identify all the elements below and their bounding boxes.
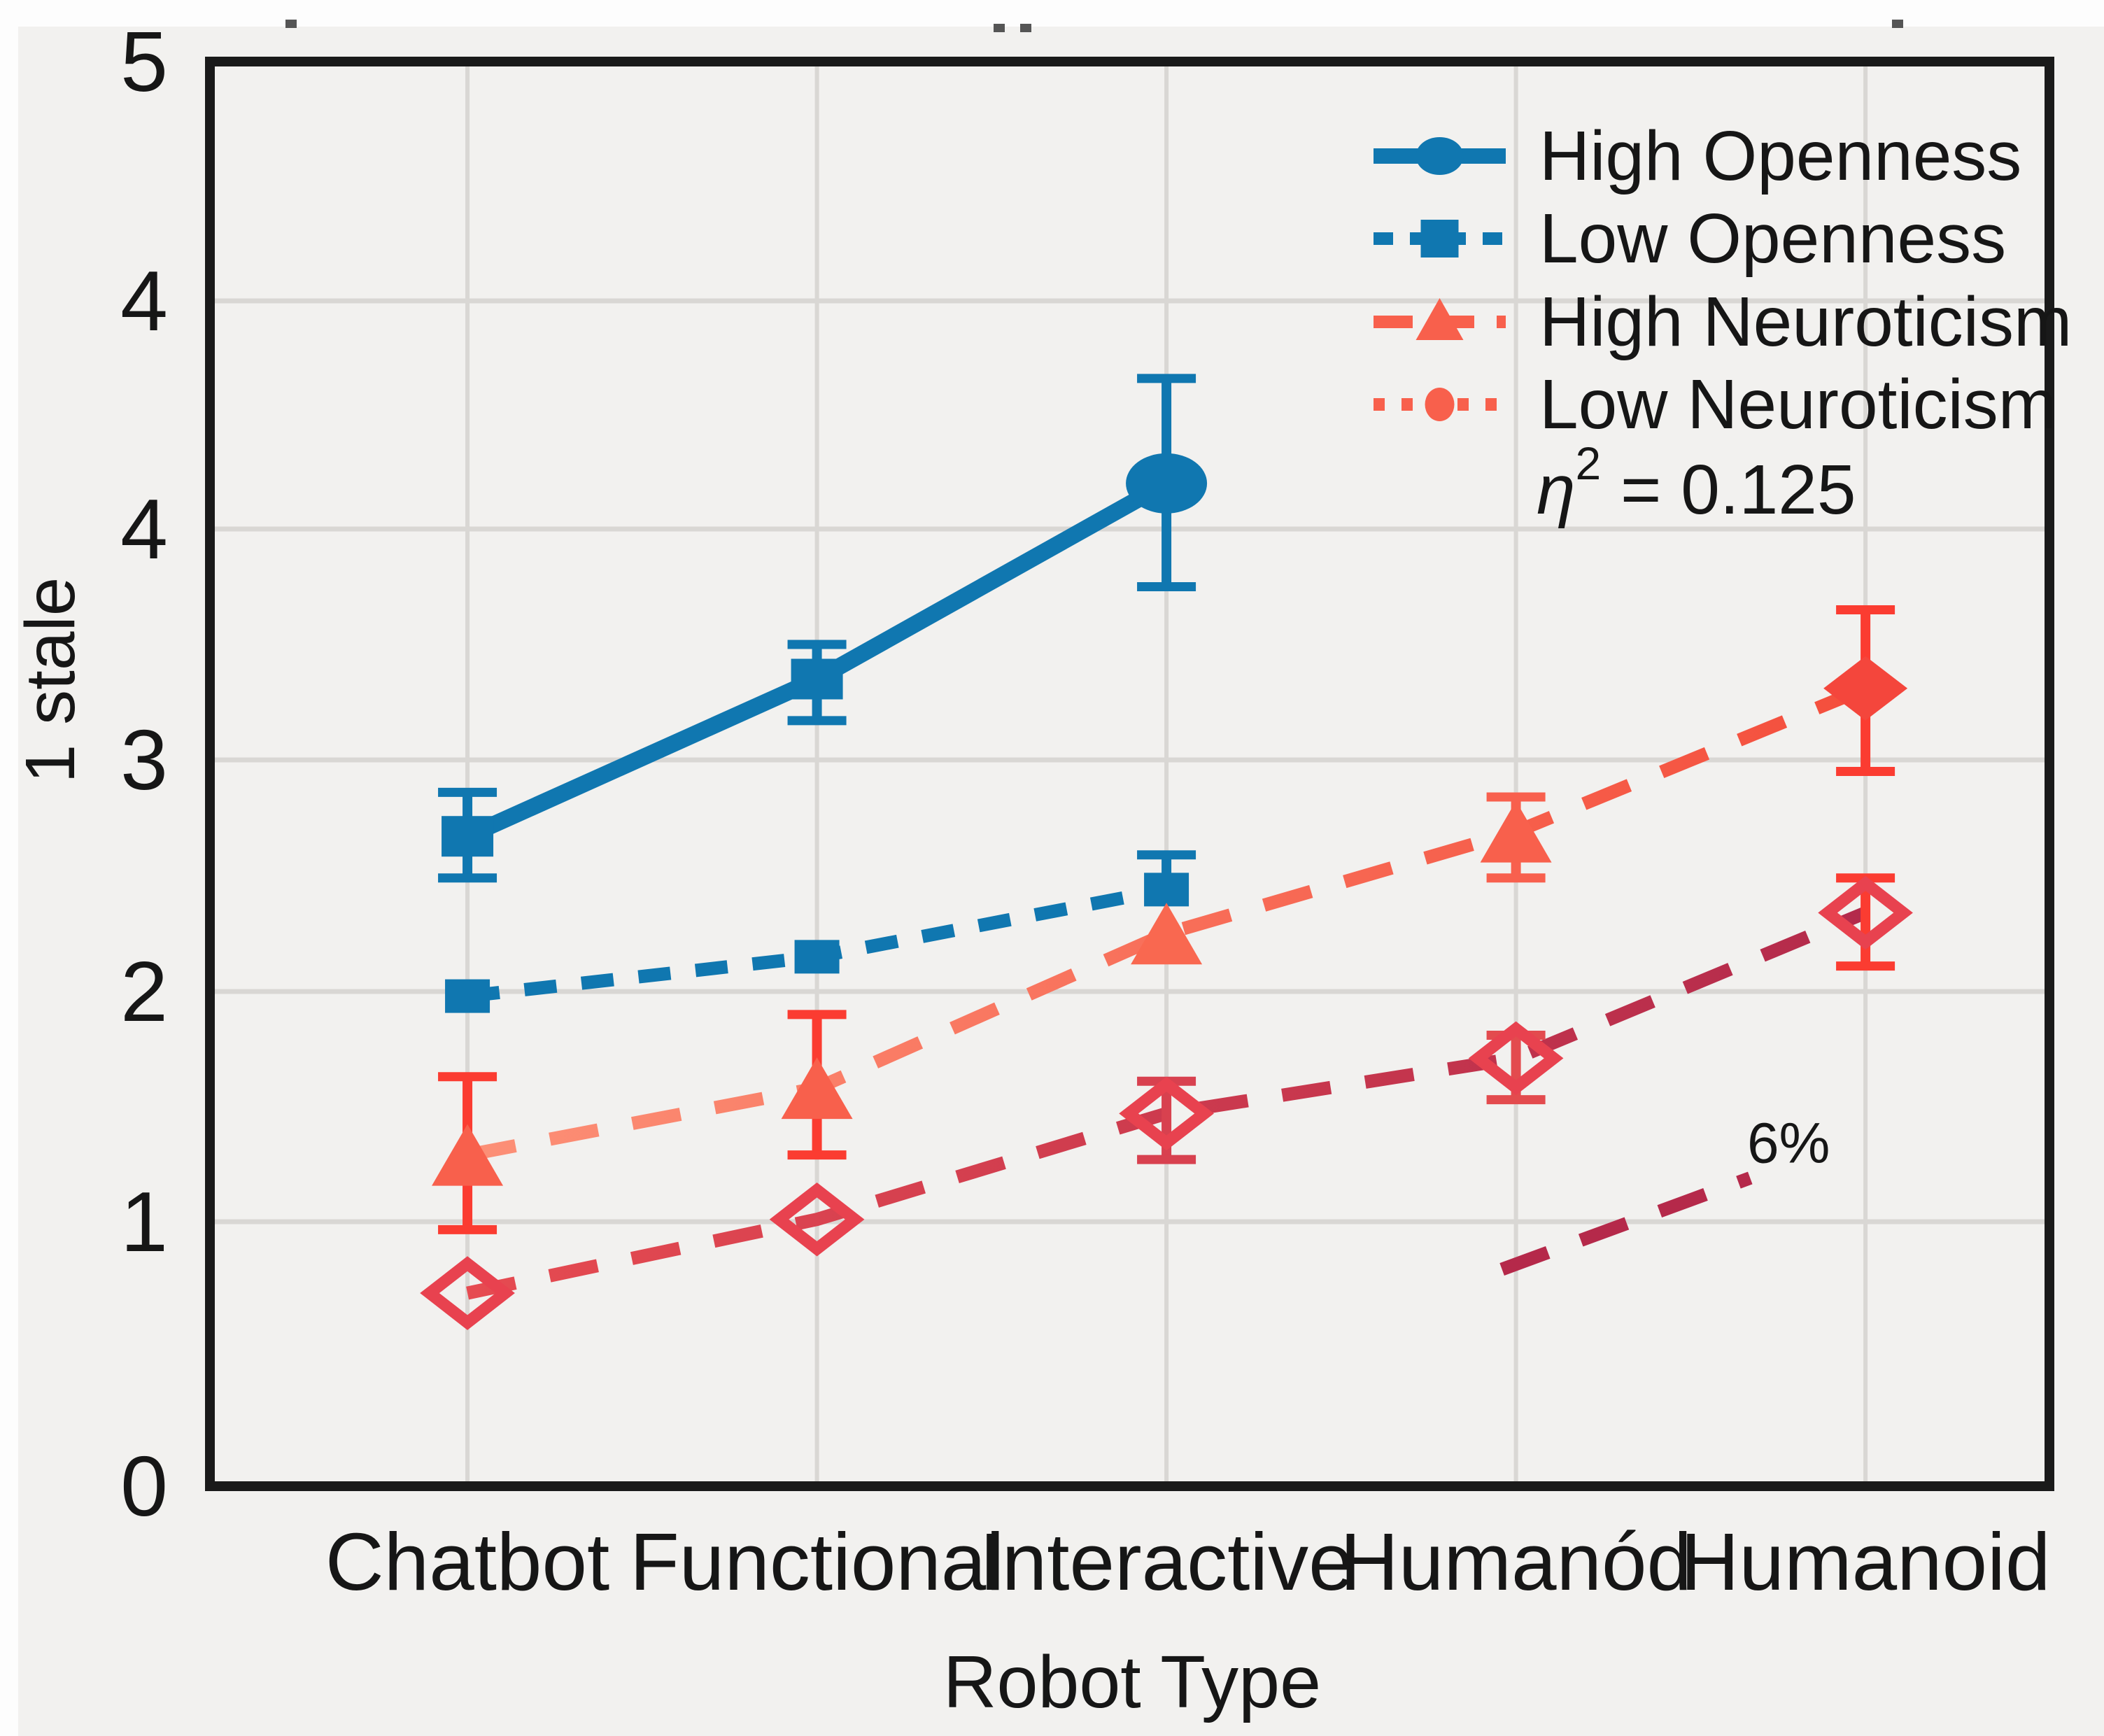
legend-label: Low Openness	[1539, 199, 2006, 278]
y-tick-label: 2	[120, 944, 168, 1039]
data-point-marker	[781, 1057, 853, 1120]
artifact-speck	[994, 24, 1005, 32]
data-point-marker	[1823, 656, 1908, 721]
series-line	[1499, 1171, 1753, 1276]
artifact-speck	[1892, 20, 1903, 28]
top-margin	[0, 0, 2104, 27]
data-point-marker	[445, 979, 490, 1013]
y-tick-label: 1	[120, 1174, 168, 1269]
legend-label: High Neuroticism	[1539, 283, 2072, 361]
series-low-openness	[445, 850, 1196, 1013]
artifact-speck	[1020, 24, 1031, 32]
x-tick-label: Humanód	[1340, 1516, 1692, 1607]
legend-label: Low Neuroticism	[1539, 365, 2056, 444]
data-point-marker	[1119, 1076, 1214, 1151]
series-high-openness	[438, 374, 1208, 883]
legend-marker-circle	[1415, 137, 1464, 175]
y-axis-title: 1 stale	[11, 577, 90, 784]
y-tick-label: 4	[120, 253, 168, 348]
series-low-neuroticism	[420, 873, 1913, 1330]
legend-effect-size: η2 = 0.125	[1537, 437, 1856, 529]
y-tick-label: 5	[120, 14, 168, 109]
series-effect-segment	[1499, 1171, 1753, 1276]
legend-marker-triangle	[1415, 298, 1464, 340]
legend-marker-square	[1420, 220, 1459, 257]
x-tick-label: Functional	[630, 1516, 1004, 1607]
x-tick-label: Chatbot	[325, 1516, 609, 1607]
series-line	[466, 906, 1868, 1300]
x-axis-title: Robot Type	[943, 1641, 1321, 1723]
data-point-marker	[1468, 1021, 1564, 1096]
artifact-speck	[285, 20, 297, 28]
data-point-marker	[1818, 875, 1913, 950]
data-point-marker	[1131, 903, 1203, 965]
legend-item-low-neuroticism: Low Neuroticism	[1374, 365, 2056, 444]
y-tick-label: 3	[120, 712, 168, 807]
legend-item-low-openness: Low Openness	[1374, 199, 2006, 278]
data-point-marker	[442, 816, 494, 857]
y-tick-label: 4	[120, 481, 168, 577]
plot-border	[205, 57, 2054, 1491]
effect-size-text: η2 = 0.125	[1537, 437, 1856, 529]
legend-marker-dot	[1425, 388, 1455, 421]
data-point-marker	[1126, 453, 1208, 514]
data-point-marker	[420, 1256, 515, 1330]
annotation-label: 6%	[1747, 1112, 1830, 1176]
left-margin	[0, 0, 18, 1736]
data-point-marker	[794, 940, 840, 974]
data-point-marker	[1144, 873, 1189, 907]
data-point-marker	[791, 658, 843, 700]
x-tick-label: Interactive	[980, 1516, 1354, 1607]
series-high-neuroticism	[432, 605, 1908, 1234]
legend-item-high-neuroticism: High Neuroticism	[1374, 283, 2072, 361]
data-point-marker	[769, 1182, 865, 1257]
data-point-marker	[1480, 800, 1552, 863]
x-tick-label: Humanoid	[1681, 1516, 2051, 1607]
legend-label: High Openness	[1539, 117, 2021, 195]
data-point-marker	[432, 1124, 504, 1186]
legend-item-high-openness: High Openness	[1374, 117, 2021, 195]
y-tick-label: 0	[120, 1439, 168, 1534]
